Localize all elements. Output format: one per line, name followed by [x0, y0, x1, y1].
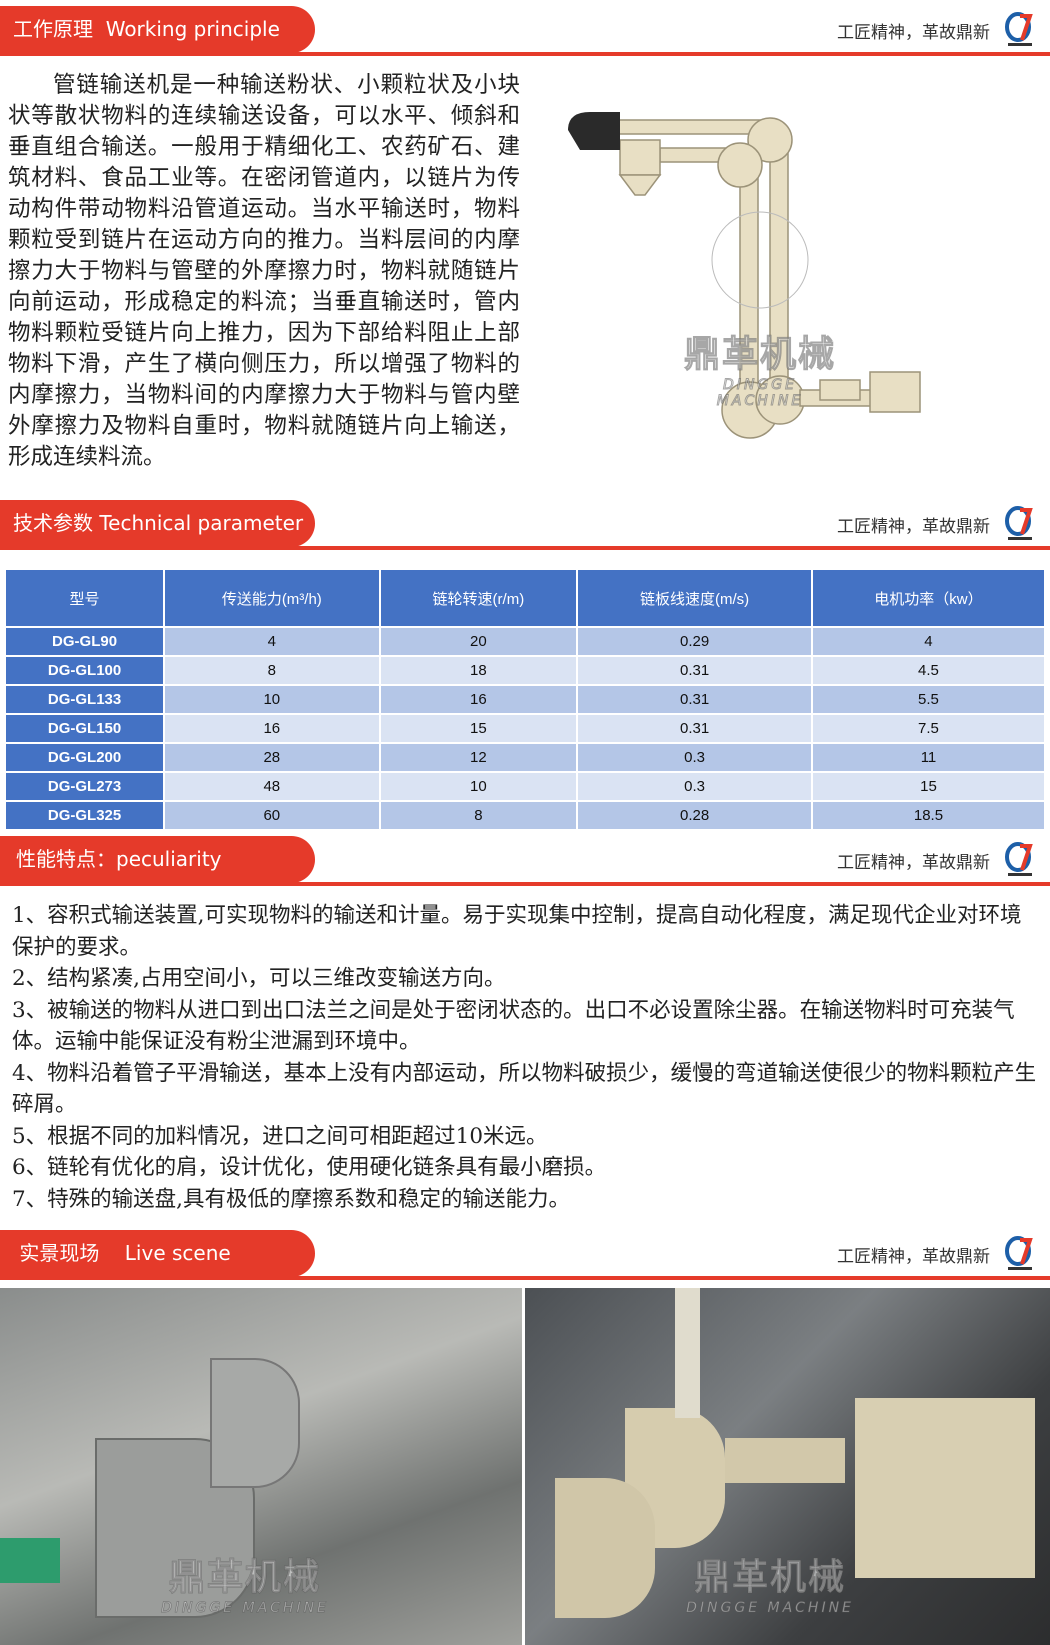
vertical-pipe — [675, 1288, 700, 1418]
logo-icon — [1005, 1236, 1033, 1270]
table-cell: 15 — [810, 771, 1047, 802]
logo-icon — [1005, 842, 1033, 876]
watermark-circle — [711, 211, 809, 309]
section-title: 工作原理 Working principle — [0, 6, 315, 53]
divider — [0, 52, 1050, 56]
feature-list: 1、容积式输送装置,可实现物料的输送和计量。易于实现集中控制，提高自动化程度，满… — [12, 900, 1042, 1215]
column-header: 链板线速度(m/s) — [576, 568, 813, 628]
column-header: 链轮转速(r/m) — [378, 568, 579, 628]
table-cell: 4 — [810, 626, 1047, 657]
table-cell: 11 — [810, 742, 1047, 773]
watermark-cn: 鼎革机械 — [693, 1557, 846, 1599]
table-cell: 0.31 — [576, 713, 813, 744]
divider — [0, 882, 1050, 886]
conveyor-housing — [555, 1478, 655, 1618]
table-cell: 8 — [163, 655, 381, 686]
table-row: DG-GL133 10 16 0.31 5.5 — [3, 684, 1047, 715]
green-crate — [0, 1538, 60, 1583]
working-principle-text: 管链输送机是一种输送粉状、小颗粒状及小块状等散状物料的连续输送设备，可以水平、倾… — [8, 72, 520, 470]
slogan: 工匠精神，革故鼎新 — [837, 517, 990, 537]
section-title: 性能特点：peculiarity — [0, 836, 315, 883]
section-title: 技术参数 Technical parameter — [0, 500, 315, 547]
table-cell: 16 — [163, 713, 381, 744]
column-header: 型号 — [3, 568, 166, 628]
section-header-working-principle: 工作原理 Working principle 工匠精神，革故鼎新 — [0, 6, 1050, 56]
conveyor-pipe — [725, 1438, 845, 1483]
model-cell: DG-GL273 — [3, 771, 166, 802]
table-cell: 48 — [163, 771, 381, 802]
live-scene-photo-stainless: 鼎革机械 DINGGE MACHINE — [0, 1288, 522, 1645]
list-item: 7、特殊的输送盘,具有极低的摩擦系数和稳定的输送能力。 — [12, 1186, 571, 1212]
pipe-chain-conveyor-image — [568, 112, 921, 439]
section-header-peculiarity: 性能特点：peculiarity 工匠精神，革故鼎新 — [0, 836, 1050, 886]
table-cell: 0.3 — [576, 742, 813, 773]
table-row: DG-GL325 60 8 0.28 18.5 — [3, 800, 1047, 831]
table-cell: 15 — [378, 713, 579, 744]
conveyor-housing — [210, 1358, 300, 1488]
table-cell: 28 — [163, 742, 381, 773]
list-item: 1、容积式输送装置,可实现物料的输送和计量。易于实现集中控制，提高自动化程度，满… — [12, 903, 1022, 960]
slogan: 工匠精神，革故鼎新 — [837, 1247, 990, 1267]
list-item: 4、物料沿着管子平滑输送，基本上没有内部运动，所以物料破损少，缓慢的弯道输送使很… — [12, 1060, 1037, 1118]
table-cell: 4.5 — [810, 655, 1047, 686]
table-cell: 0.3 — [576, 771, 813, 802]
watermark-cn: 鼎革机械 — [683, 334, 836, 376]
model-cell: DG-GL200 — [3, 742, 166, 773]
parameter-table: 型号 传送能力(m³/h) 链轮转速(r/m) 链板线速度(m/s) 电机功率（… — [3, 568, 1047, 831]
watermark-en: DINGGE MACHINE — [161, 1600, 329, 1617]
table-row: DG-GL200 28 12 0.3 11 — [3, 742, 1047, 773]
table-cell: 5.5 — [810, 684, 1047, 715]
table-row: DG-GL90 4 20 0.29 4 — [3, 626, 1047, 657]
table-cell: 16 — [378, 684, 579, 715]
model-cell: DG-GL133 — [3, 684, 166, 715]
model-cell: DG-GL90 — [3, 626, 166, 657]
column-header: 传送能力(m³/h) — [163, 568, 381, 628]
divider — [0, 546, 1050, 550]
drive-box — [855, 1398, 1035, 1578]
watermark: 鼎革机械 DINGGE MACHINE — [685, 1548, 855, 1617]
section-header-technical-parameter: 技术参数 Technical parameter 工匠精神，革故鼎新 — [0, 500, 1050, 550]
table-cell: 4 — [163, 626, 381, 657]
table-row: DG-GL273 48 10 0.3 15 — [3, 771, 1047, 802]
table-cell: 60 — [163, 800, 381, 831]
table-cell: 10 — [163, 684, 381, 715]
list-item: 5、根据不同的加料情况，进口之间可相距超过10米远。 — [12, 1123, 548, 1149]
table-cell: 0.31 — [576, 684, 813, 715]
table-cell: 8 — [378, 800, 579, 831]
table-cell: 20 — [378, 626, 579, 657]
model-cell: DG-GL150 — [3, 713, 166, 744]
slogan: 工匠精神，革故鼎新 — [837, 23, 990, 43]
table-row: DG-GL100 8 18 0.31 4.5 — [3, 655, 1047, 686]
table-cell: 18 — [378, 655, 579, 686]
watermark-cn: 鼎革机械 — [168, 1557, 321, 1599]
model-cell: DG-GL100 — [3, 655, 166, 686]
divider — [0, 1276, 1050, 1280]
logo-icon — [1005, 506, 1033, 540]
table-cell: 12 — [378, 742, 579, 773]
list-item: 2、结构紧凑,占用空间小，可以三维改变输送方向。 — [12, 966, 506, 991]
list-item: 3、被输送的物料从进口到出口法兰之间是处于密闭状态的。出口不必设置除尘器。在输送… — [12, 997, 1015, 1055]
table-cell: 7.5 — [810, 713, 1047, 744]
table-header-row: 型号 传送能力(m³/h) 链轮转速(r/m) 链板线速度(m/s) 电机功率（… — [3, 568, 1047, 628]
table-cell: 10 — [378, 771, 579, 802]
column-header: 电机功率（kw） — [810, 568, 1047, 628]
logo-icon — [1005, 12, 1033, 46]
model-cell: DG-GL325 — [3, 800, 166, 831]
list-item: 6、链轮有优化的肩，设计优化，使用硬化链条具有最小磨损。 — [12, 1155, 607, 1180]
table-row: DG-GL150 16 15 0.31 7.5 — [3, 713, 1047, 744]
table-cell: 0.29 — [576, 626, 813, 657]
live-scene-photo-beige: 鼎革机械 DINGGE MACHINE — [525, 1288, 1050, 1645]
table-cell: 0.28 — [576, 800, 813, 831]
table-cell: 0.31 — [576, 655, 813, 686]
table-cell: 18.5 — [810, 800, 1047, 831]
section-title: 实景现场 Live scene — [0, 1230, 315, 1277]
watermark: 鼎革机械 DINGGE MACHINE — [160, 1548, 330, 1617]
section-header-live-scene: 实景现场 Live scene 工匠精神，革故鼎新 — [0, 1230, 1050, 1280]
watermark: 鼎革机械 DINGGE MACHINE — [680, 325, 840, 410]
watermark-en: DINGGE MACHINE — [716, 377, 804, 410]
slogan: 工匠精神，革故鼎新 — [837, 853, 990, 873]
watermark-en: DINGGE MACHINE — [686, 1600, 854, 1617]
